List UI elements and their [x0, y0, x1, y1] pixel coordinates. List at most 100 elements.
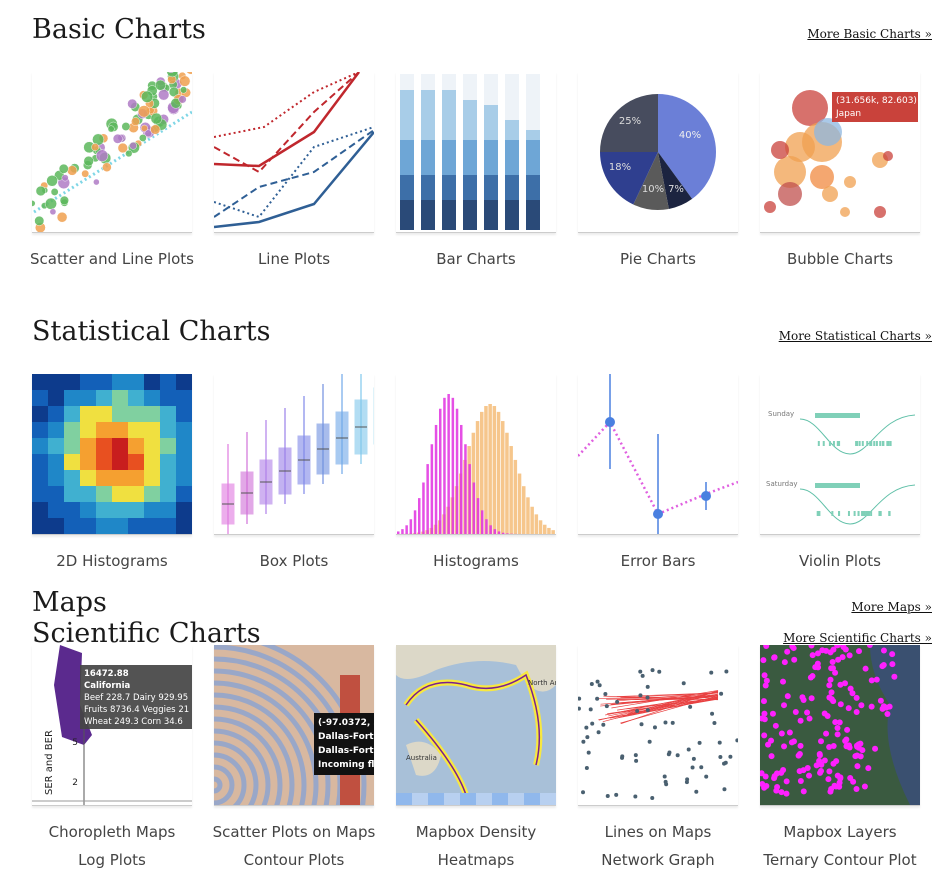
node — [615, 700, 619, 704]
more-link[interactable]: More Statistical Charts » — [779, 329, 932, 343]
node — [692, 757, 696, 761]
rug — [880, 511, 882, 516]
bar — [501, 421, 505, 534]
dot — [36, 186, 46, 196]
node — [724, 761, 728, 765]
caption[interactable]: Mapbox Density — [385, 823, 567, 841]
cell — [80, 438, 96, 454]
node — [634, 759, 638, 763]
thumbnail[interactable] — [214, 72, 374, 233]
caption[interactable]: Choropleth Maps — [21, 823, 203, 841]
point — [843, 647, 849, 653]
node — [601, 723, 605, 727]
point — [769, 753, 775, 759]
bar — [442, 140, 456, 175]
caption[interactable]: 2D Histograms — [21, 552, 203, 570]
cell — [32, 502, 48, 518]
node — [578, 707, 581, 711]
thumbnail[interactable]: (31.656k, 82.603)Japan — [760, 72, 920, 233]
caption[interactable]: Mapbox Layers — [749, 823, 931, 841]
dot — [127, 99, 137, 109]
cell — [64, 422, 80, 438]
section-title: Scientific Charts — [32, 618, 261, 650]
cell — [128, 422, 144, 438]
point — [844, 727, 850, 733]
thumb-label: Saturday — [766, 480, 798, 488]
box — [815, 413, 860, 418]
caption[interactable]: Contour Plots — [203, 851, 385, 869]
caption[interactable]: Bubble Charts — [749, 250, 931, 268]
thumbnail[interactable] — [396, 72, 556, 233]
bar — [400, 200, 414, 230]
caption[interactable]: Scatter and Line Plots — [21, 250, 203, 268]
cell — [128, 406, 144, 422]
point — [761, 698, 767, 704]
point — [835, 657, 841, 663]
cell — [144, 470, 160, 486]
thumbnail[interactable] — [214, 374, 374, 535]
thumbnail[interactable] — [32, 374, 192, 535]
thumbnail[interactable]: 40%25%18%10%7% — [578, 72, 738, 233]
point — [843, 736, 849, 742]
dot — [141, 91, 153, 103]
rug — [831, 511, 833, 516]
caption[interactable]: Pie Charts — [567, 250, 749, 268]
thumbnail[interactable] — [32, 72, 192, 233]
cell — [144, 374, 160, 390]
caption[interactable]: Histograms — [385, 552, 567, 570]
caption[interactable]: Scatter Plots on Maps — [203, 823, 385, 841]
point — [891, 674, 897, 680]
cell — [112, 390, 128, 406]
thumb-label: (-97.0372, 3 — [318, 718, 374, 728]
caption[interactable]: Log Plots — [21, 851, 203, 869]
point — [858, 753, 864, 759]
thumbnail-graphic — [32, 72, 192, 232]
node — [598, 683, 602, 687]
more-link[interactable]: More Basic Charts » — [807, 27, 932, 41]
caption[interactable]: Violin Plots — [749, 552, 931, 570]
bar — [418, 498, 421, 534]
tile — [460, 793, 476, 805]
node — [648, 740, 652, 744]
more-link[interactable]: More Maps » — [851, 600, 932, 614]
caption[interactable]: Heatmaps — [385, 851, 567, 869]
dot — [131, 117, 139, 125]
node — [578, 697, 581, 701]
point — [763, 683, 769, 689]
point — [865, 765, 871, 771]
caption[interactable]: Lines on Maps — [567, 823, 749, 841]
node — [589, 707, 593, 711]
bar — [405, 525, 408, 534]
thumbnail[interactable] — [760, 645, 920, 806]
thumbnail[interactable] — [396, 374, 556, 535]
rug — [864, 511, 866, 516]
rug — [859, 441, 861, 446]
thumbnail-graphic — [396, 72, 556, 232]
caption[interactable]: Error Bars — [567, 552, 749, 570]
cell — [96, 486, 112, 502]
bar — [400, 175, 414, 200]
rug — [838, 441, 840, 446]
thumbnail[interactable]: North AmericaAustralia — [396, 645, 556, 806]
more-link[interactable]: More Scientific Charts » — [783, 631, 932, 645]
bar — [421, 140, 435, 175]
caption[interactable]: Network Graph — [567, 851, 749, 869]
caption[interactable]: Line Plots — [203, 250, 385, 268]
dot — [179, 96, 187, 104]
cell — [144, 454, 160, 470]
point — [833, 758, 839, 764]
thumbnail-graphic: (-97.0372, 3Dallas-FortDallas-FortIncomi… — [214, 645, 374, 805]
bubble — [814, 118, 842, 146]
thumbnail[interactable] — [578, 374, 738, 535]
caption[interactable]: Ternary Contour Plot — [749, 851, 931, 869]
caption[interactable]: Box Plots — [203, 552, 385, 570]
thumbnail[interactable] — [578, 645, 738, 806]
point — [761, 785, 767, 791]
bar — [463, 140, 477, 175]
thumbnail-graphic — [214, 374, 374, 534]
cell — [112, 486, 128, 502]
caption[interactable]: Bar Charts — [385, 250, 567, 268]
